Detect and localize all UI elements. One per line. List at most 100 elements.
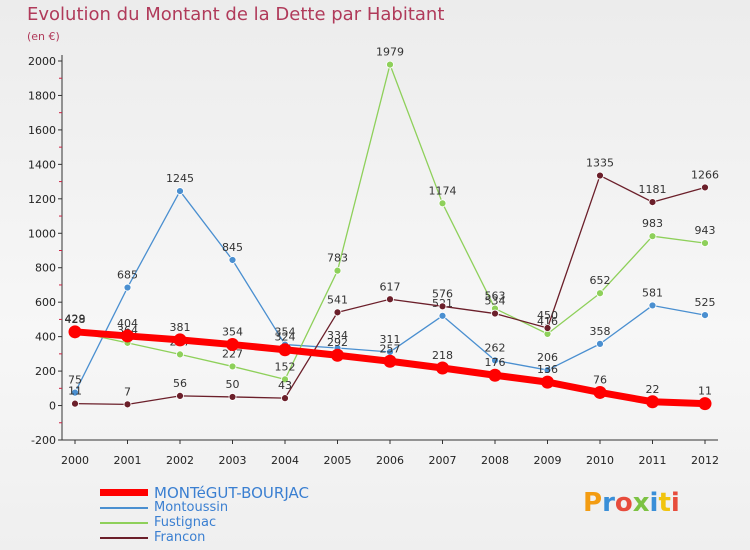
legend-swatch xyxy=(100,506,148,509)
data-label-montoussin: 206 xyxy=(537,351,558,364)
data-label-montoussin: 845 xyxy=(222,241,243,254)
data-point-mont-gut-bourjac xyxy=(541,375,554,389)
data-point-mont-gut-bourjac xyxy=(121,329,134,343)
y-tick-label: -200 xyxy=(31,434,56,447)
data-point-mont-gut-bourjac xyxy=(68,325,82,339)
data-point-mont-gut-bourjac xyxy=(226,338,239,352)
y-tick-label: 1800 xyxy=(28,89,56,102)
y-tick-label: 600 xyxy=(35,296,56,309)
data-point-montoussin xyxy=(491,356,499,365)
data-label-francon: 450 xyxy=(537,309,558,322)
data-label-montoussin: 354 xyxy=(275,326,296,339)
data-point-francon xyxy=(71,399,79,408)
legend-swatch xyxy=(100,521,148,524)
x-tick-label: 2002 xyxy=(166,454,194,467)
logo-letter: i xyxy=(670,488,680,518)
data-label-fustignac: 416 xyxy=(537,315,558,328)
data-label-francon: 56 xyxy=(173,377,187,390)
legend-label: Fustignac xyxy=(154,515,217,530)
logo-letter: P xyxy=(583,488,603,518)
data-point-fustignac xyxy=(386,60,394,69)
data-point-montoussin xyxy=(701,311,709,320)
data-point-fustignac xyxy=(228,362,237,371)
y-tick-label: 1600 xyxy=(28,124,56,137)
legend-item: Fustignac xyxy=(100,515,309,530)
data-point-montoussin xyxy=(176,187,184,195)
data-label-mont-gut-bourjac: 11 xyxy=(698,385,712,398)
data-point-fustignac xyxy=(596,289,604,298)
x-tick-label: 2007 xyxy=(429,454,457,467)
data-point-fustignac xyxy=(701,239,709,247)
data-label-montoussin: 685 xyxy=(117,269,138,282)
chart-subtitle: (en €) xyxy=(27,30,60,43)
data-label-francon: 11 xyxy=(68,385,82,398)
data-label-montoussin: 358 xyxy=(590,325,611,338)
data-label-fustignac: 152 xyxy=(275,360,296,373)
chart-title: Evolution du Montant de la Dette par Hab… xyxy=(27,4,445,25)
x-tick-label: 2000 xyxy=(61,454,89,467)
data-point-montoussin xyxy=(648,301,657,310)
x-tick-label: 2001 xyxy=(114,454,142,467)
x-tick-label: 2004 xyxy=(271,454,299,467)
data-point-mont-gut-bourjac xyxy=(593,385,607,399)
data-label-fustignac: 943 xyxy=(695,224,716,237)
data-label-montoussin: 1245 xyxy=(166,172,194,185)
data-label-mont-gut-bourjac: 292 xyxy=(327,336,348,349)
legend-label: MONTéGUT-BOURJAC xyxy=(154,483,309,502)
logo-letter: x xyxy=(632,488,650,518)
data-point-fustignac xyxy=(281,375,289,384)
data-point-francon xyxy=(438,302,447,311)
data-label-montoussin: 75 xyxy=(68,374,82,387)
data-point-francon xyxy=(176,391,184,400)
data-label-mont-gut-bourjac: 404 xyxy=(117,317,138,330)
data-point-mont-gut-bourjac xyxy=(173,333,187,347)
data-label-mont-gut-bourjac: 354 xyxy=(222,326,243,339)
data-label-mont-gut-bourjac: 76 xyxy=(593,373,607,386)
legend-label: Francon xyxy=(154,530,206,545)
data-point-fustignac xyxy=(333,266,342,275)
data-label-francon: 1266 xyxy=(691,168,719,181)
data-point-francon xyxy=(491,309,499,318)
data-label-francon: 534 xyxy=(485,295,506,308)
data-point-mont-gut-bourjac xyxy=(436,361,449,375)
data-point-montoussin xyxy=(596,339,604,348)
data-label-fustignac: 983 xyxy=(642,217,663,230)
x-tick-label: 2012 xyxy=(691,454,719,467)
data-point-mont-gut-bourjac xyxy=(698,397,712,411)
data-label-fustignac: 429 xyxy=(65,313,86,326)
logo-letter: r xyxy=(602,488,615,518)
data-point-francon xyxy=(543,324,552,332)
data-label-francon: 7 xyxy=(124,385,131,398)
chart-legend: MONTéGUT-BOURJAC Montoussin Fustignac Franc… xyxy=(100,483,309,545)
proxiti-logo: Proxiti xyxy=(583,488,680,518)
data-point-mont-gut-bourjac xyxy=(383,354,397,368)
legend-item: MONTéGUT-BOURJAC xyxy=(100,483,309,502)
data-point-montoussin xyxy=(228,256,237,264)
data-label-francon: 617 xyxy=(380,280,401,293)
legend-swatch xyxy=(100,489,148,496)
y-tick-label: 400 xyxy=(35,331,56,344)
data-point-montoussin xyxy=(71,388,79,397)
data-point-francon xyxy=(701,183,709,192)
y-tick-label: 2000 xyxy=(28,55,56,68)
y-tick-label: 1000 xyxy=(28,227,56,240)
y-tick-label: 1200 xyxy=(28,193,56,206)
data-label-mont-gut-bourjac: 324 xyxy=(275,331,296,344)
data-label-francon: 50 xyxy=(226,378,240,391)
logo-letter: t xyxy=(658,488,671,518)
legend-item: Montoussin xyxy=(100,500,309,515)
data-label-francon: 43 xyxy=(278,379,292,392)
data-label-fustignac: 1174 xyxy=(429,184,457,197)
data-point-francon xyxy=(228,393,237,401)
data-label-fustignac: 652 xyxy=(590,274,611,287)
data-label-mont-gut-bourjac: 428 xyxy=(65,313,86,326)
data-point-francon xyxy=(123,400,132,409)
legend-item: Francon xyxy=(100,530,309,545)
data-point-francon xyxy=(333,308,342,317)
data-point-mont-gut-bourjac xyxy=(331,348,344,362)
data-point-francon xyxy=(596,171,604,180)
data-label-fustignac: 783 xyxy=(327,252,348,265)
data-point-mont-gut-bourjac xyxy=(488,368,502,382)
data-label-fustignac: 563 xyxy=(485,290,506,303)
